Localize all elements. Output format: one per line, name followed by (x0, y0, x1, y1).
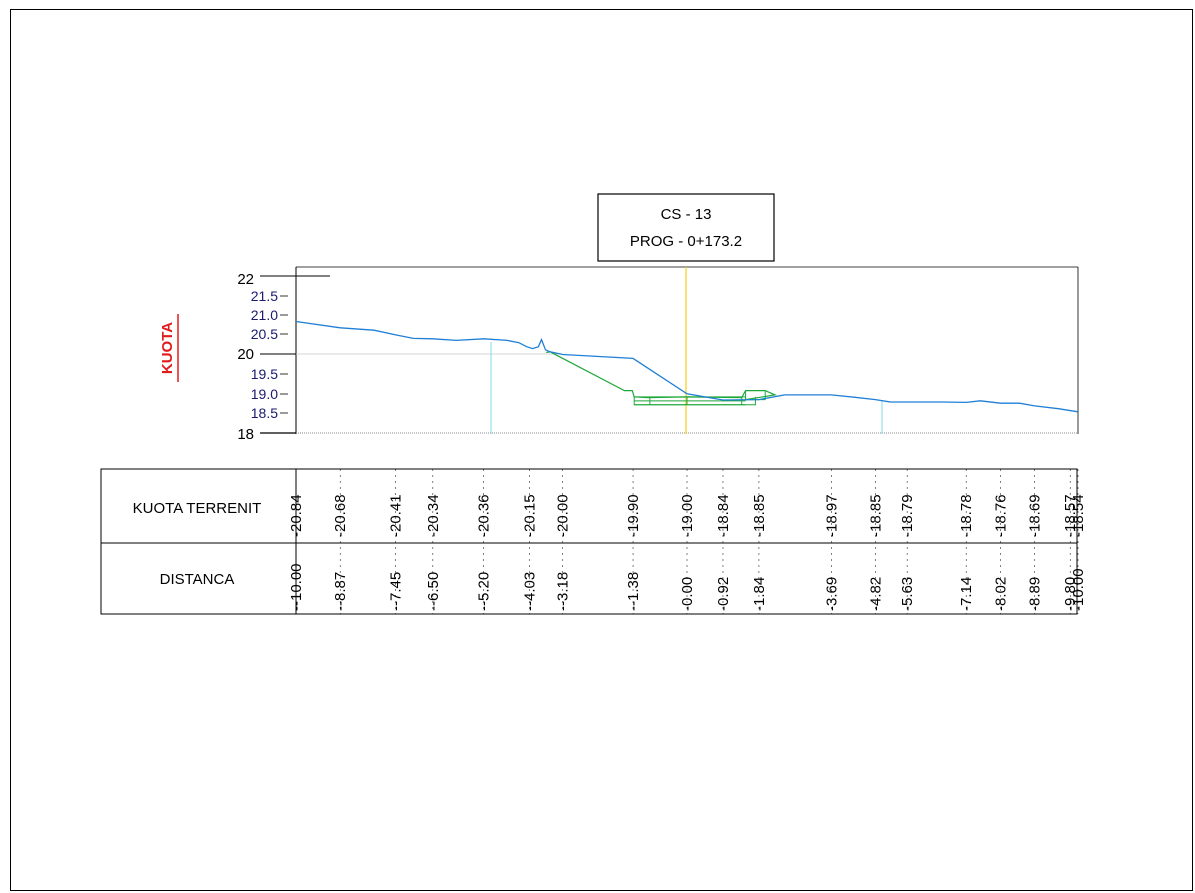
title-box (597, 193, 775, 262)
elevation-value: -20.00 (555, 494, 572, 537)
data-table: KUOTA TERRENIT DISTANCA -20.84--10.00-20… (100, 468, 1087, 615)
design-outline (546, 351, 778, 401)
y-tick-minor-21-5: 21.5 (251, 288, 278, 304)
distance-value: --1.38 (625, 572, 642, 611)
elevation-value: -20.84 (288, 494, 305, 537)
table-row-label-elevation: KUOTA TERRENIT (133, 500, 262, 517)
elevation-value: -18.76 (993, 494, 1010, 537)
elevation-value: -20.15 (521, 494, 538, 537)
elevation-value: -19.90 (625, 494, 642, 537)
elevation-value: -18.85 (868, 494, 885, 537)
title-line2: PROG - 0+173.2 (630, 233, 742, 250)
terrain-line (295, 320, 1079, 413)
elevation-value: -18.79 (899, 494, 916, 537)
terrain-layer (295, 320, 1079, 413)
elevation-value: -20.34 (425, 494, 442, 537)
distance-value: -4.82 (868, 577, 885, 611)
table-border (100, 468, 1078, 615)
distance-value: --4.03 (521, 572, 538, 611)
distance-value: -8.02 (993, 577, 1010, 611)
elevation-value: -18.85 (751, 494, 768, 537)
distance-value: -10.00 (1070, 568, 1087, 611)
distance-value: -3.69 (823, 577, 840, 611)
elevation-value: -18.54 (1070, 494, 1087, 537)
y-tick-minor-18-5: 18.5 (251, 405, 278, 421)
elevation-value: -18.69 (1027, 494, 1044, 537)
distance-value: --3.18 (555, 572, 572, 611)
distance-value: --8.87 (332, 572, 349, 611)
y-tick-major-20: 20 (237, 346, 254, 363)
y-tick-minor-19-5: 19.5 (251, 366, 278, 382)
design-box (633, 396, 756, 406)
sheet-border (10, 9, 1193, 891)
y-axis-label: KUOTA (159, 322, 176, 374)
plot-frame (260, 266, 1079, 434)
elevation-value: -19.00 (679, 494, 696, 537)
y-axis-label-group: KUOTA (159, 314, 179, 382)
y-tick-labels: 22 20 18 21.5 21.0 20.5 19.5 19.0 18.5 (237, 271, 288, 443)
distance-value: --7.45 (388, 572, 405, 611)
y-tick-minor-19-0: 19.0 (251, 386, 278, 402)
distance-value: --10.00 (288, 563, 305, 611)
y-tick-major-22: 22 (237, 271, 254, 288)
elevation-value: -18.78 (958, 494, 975, 537)
distance-value: -1.84 (751, 577, 768, 611)
distance-value: -8.89 (1027, 577, 1044, 611)
distance-value: -9.80 (1062, 577, 1079, 611)
y-tick-minor-21-0: 21.0 (251, 307, 278, 323)
table-values: -20.84 --10.00 -20.68 --8.87 -20.41 --7.45 -20… (288, 469, 1087, 614)
distance-value: --5.20 (476, 572, 493, 611)
distance-value: -7.14 (958, 577, 975, 611)
title-line1: CS - 13 (661, 206, 712, 223)
elevation-value: -18.97 (823, 494, 840, 537)
design-section-layer (546, 351, 778, 406)
distance-value: --6.50 (425, 572, 442, 611)
distance-value: -5.63 (899, 577, 916, 611)
table-row-label-distance: DISTANCA (160, 571, 235, 588)
title-block: CS - 13 PROG - 0+173.2 (597, 193, 775, 262)
distance-value: -0.00 (679, 577, 696, 611)
elevation-value: -20.68 (332, 494, 349, 537)
elevation-value: -18.84 (715, 494, 732, 537)
y-tick-minor-20-5: 20.5 (251, 326, 278, 342)
distance-value: -0.92 (715, 577, 732, 611)
elevation-value: -20.36 (476, 494, 493, 537)
elevation-value: -20.41 (388, 494, 405, 537)
elevation-value: -18.57 (1062, 494, 1079, 537)
y-tick-major-18: 18 (237, 426, 254, 443)
